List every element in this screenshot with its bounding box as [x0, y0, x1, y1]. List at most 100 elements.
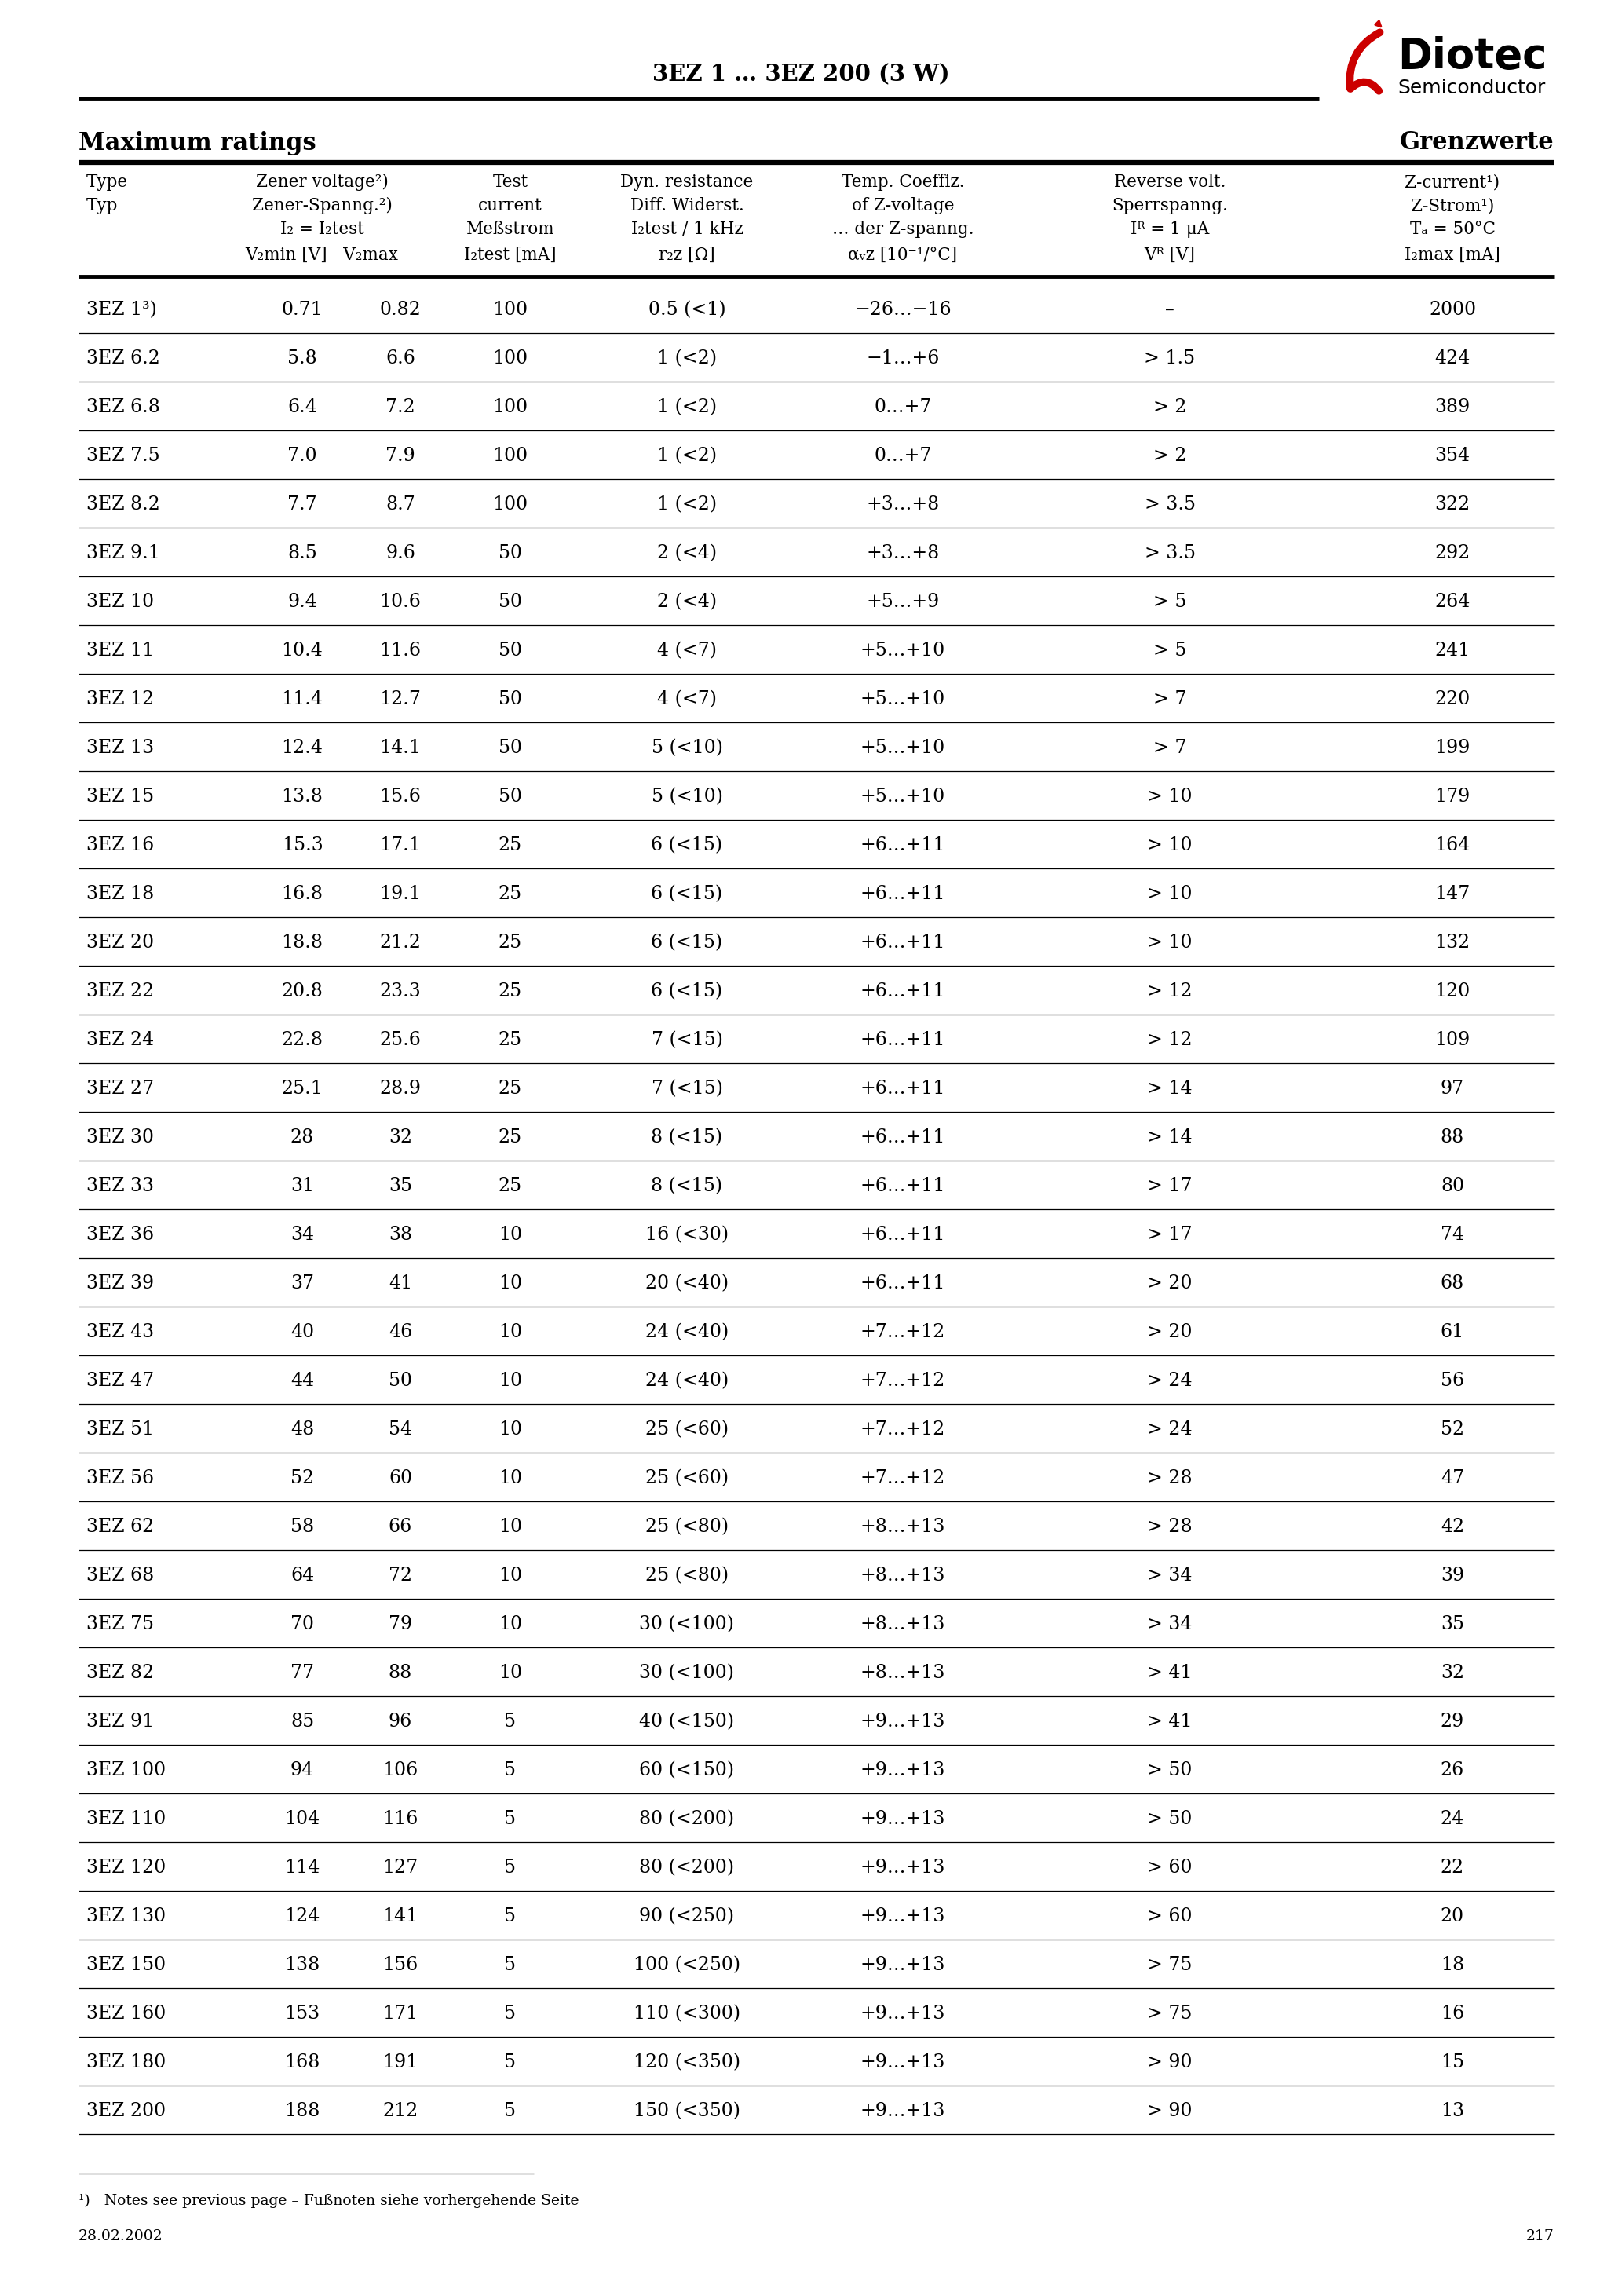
Text: 31: 31	[290, 1178, 315, 1194]
Text: > 10: > 10	[1147, 788, 1192, 806]
Text: 5: 5	[504, 1857, 516, 1876]
Text: 3EZ 39: 3EZ 39	[86, 1274, 154, 1293]
Text: 25 (<60): 25 (<60)	[646, 1469, 728, 1488]
Text: Z-current¹): Z-current¹)	[1405, 174, 1500, 191]
Text: +9…+13: +9…+13	[860, 2004, 946, 2023]
Text: > 17: > 17	[1147, 1178, 1192, 1194]
Text: 11.6: 11.6	[380, 641, 422, 659]
Text: −26…−16: −26…−16	[855, 301, 952, 319]
Text: 15: 15	[1440, 2053, 1465, 2071]
Text: 26: 26	[1440, 1761, 1465, 1779]
Text: 3EZ 22: 3EZ 22	[86, 983, 154, 1001]
Text: 3EZ 6.8: 3EZ 6.8	[86, 397, 161, 416]
Text: 322: 322	[1434, 496, 1470, 514]
Text: +6…+11: +6…+11	[860, 1178, 946, 1194]
Text: Dyn. resistance: Dyn. resistance	[621, 174, 753, 191]
Text: 10.6: 10.6	[380, 592, 422, 611]
Text: 25: 25	[498, 1031, 522, 1049]
Text: > 1.5: > 1.5	[1144, 349, 1195, 367]
Text: 20 (<40): 20 (<40)	[646, 1274, 728, 1293]
Text: +6…+11: +6…+11	[860, 1274, 946, 1293]
Text: 37: 37	[290, 1274, 315, 1293]
Text: 7.7: 7.7	[287, 496, 316, 514]
Text: +6…+11: +6…+11	[860, 884, 946, 902]
Text: 20.8: 20.8	[282, 983, 323, 1001]
Text: 3EZ 130: 3EZ 130	[86, 1908, 165, 1924]
Text: 3EZ 8.2: 3EZ 8.2	[86, 496, 161, 514]
Text: +8…+13: +8…+13	[860, 1665, 946, 1681]
Text: > 3.5: > 3.5	[1144, 496, 1195, 514]
Text: 3EZ 110: 3EZ 110	[86, 1809, 165, 1828]
Text: +6…+11: +6…+11	[860, 1079, 946, 1097]
Text: 120: 120	[1434, 983, 1470, 1001]
Text: Maximum ratings: Maximum ratings	[78, 131, 316, 156]
Text: 7.0: 7.0	[287, 448, 316, 464]
Text: 50: 50	[498, 691, 522, 707]
Text: 10: 10	[498, 1665, 522, 1681]
Text: 3EZ 120: 3EZ 120	[86, 1857, 165, 1876]
Text: 10: 10	[498, 1614, 522, 1632]
Text: 42: 42	[1440, 1518, 1465, 1536]
Text: 25 (<60): 25 (<60)	[646, 1421, 728, 1437]
Text: 50: 50	[498, 592, 522, 611]
Text: 3EZ 1 … 3EZ 200 (3 W): 3EZ 1 … 3EZ 200 (3 W)	[652, 64, 949, 85]
Text: 19.1: 19.1	[380, 884, 422, 902]
Text: > 5: > 5	[1153, 592, 1186, 611]
Text: 10: 10	[498, 1226, 522, 1244]
Text: > 24: > 24	[1147, 1371, 1192, 1389]
Text: 25: 25	[498, 934, 522, 951]
Text: 3EZ 47: 3EZ 47	[86, 1371, 154, 1389]
Text: +9…+13: +9…+13	[860, 1956, 946, 1975]
Text: 3EZ 18: 3EZ 18	[86, 884, 154, 902]
Text: 0.71: 0.71	[282, 301, 323, 319]
Text: 11.4: 11.4	[282, 691, 323, 707]
Text: 25: 25	[498, 983, 522, 1001]
Text: 25: 25	[498, 884, 522, 902]
Text: 21.2: 21.2	[380, 934, 422, 951]
Text: > 90: > 90	[1147, 2101, 1192, 2119]
Text: 5: 5	[504, 1908, 516, 1924]
Text: 8.7: 8.7	[386, 496, 415, 514]
Text: 25 (<80): 25 (<80)	[646, 1518, 728, 1536]
Text: > 2: > 2	[1153, 397, 1186, 416]
Text: +6…+11: +6…+11	[860, 934, 946, 951]
Text: Vᴿ [V]: Vᴿ [V]	[1144, 246, 1195, 264]
Text: 48: 48	[290, 1421, 315, 1437]
Text: > 7: > 7	[1153, 691, 1186, 707]
Text: 3EZ 75: 3EZ 75	[86, 1614, 154, 1632]
Text: +5…+10: +5…+10	[860, 691, 946, 707]
Text: 79: 79	[389, 1614, 412, 1632]
Text: +6…+11: +6…+11	[860, 1127, 946, 1146]
Text: > 12: > 12	[1147, 983, 1192, 1001]
Text: 3EZ 68: 3EZ 68	[86, 1566, 154, 1584]
Text: +9…+13: +9…+13	[860, 1908, 946, 1924]
Text: 25.1: 25.1	[282, 1079, 323, 1097]
Text: 10.4: 10.4	[282, 641, 323, 659]
Text: 5: 5	[504, 2053, 516, 2071]
Text: 24: 24	[1440, 1809, 1465, 1828]
Text: +5…+10: +5…+10	[860, 641, 946, 659]
Text: 1 (<2): 1 (<2)	[657, 496, 717, 514]
Text: 5 (<10): 5 (<10)	[652, 788, 723, 806]
Text: 3EZ 180: 3EZ 180	[86, 2053, 165, 2071]
Text: 138: 138	[284, 1956, 320, 1975]
Text: Semiconductor: Semiconductor	[1398, 78, 1546, 96]
Text: 100: 100	[493, 301, 529, 319]
Text: 10: 10	[498, 1566, 522, 1584]
Text: > 5: > 5	[1153, 641, 1186, 659]
Text: 17.1: 17.1	[380, 836, 422, 854]
Text: 8.5: 8.5	[287, 544, 316, 563]
Text: 217: 217	[1526, 2229, 1554, 2243]
Text: > 10: > 10	[1147, 836, 1192, 854]
Text: 88: 88	[1440, 1127, 1465, 1146]
Text: 3EZ 200: 3EZ 200	[86, 2101, 165, 2119]
Text: 156: 156	[383, 1956, 418, 1975]
Text: > 50: > 50	[1147, 1761, 1192, 1779]
Text: 5: 5	[504, 1956, 516, 1975]
Text: 116: 116	[383, 1809, 418, 1828]
Text: 8 (<15): 8 (<15)	[650, 1178, 723, 1194]
Text: +7…+12: +7…+12	[860, 1322, 946, 1341]
Text: 22: 22	[1440, 1857, 1465, 1876]
Text: V₂min [V]   V₂max: V₂min [V] V₂max	[245, 246, 399, 264]
Text: 127: 127	[383, 1857, 418, 1876]
